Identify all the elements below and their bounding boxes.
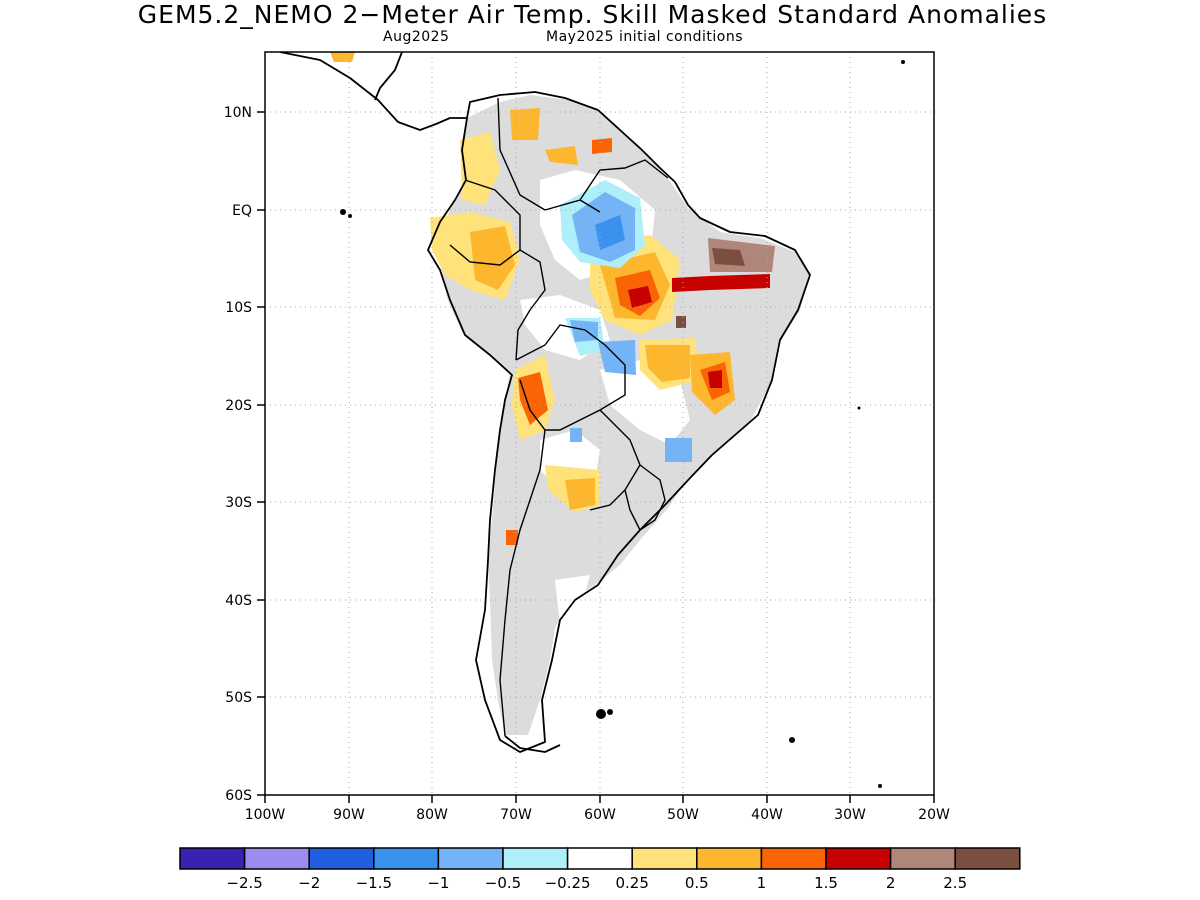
color-swatch bbox=[308, 847, 375, 870]
lon-label: 60W bbox=[584, 807, 616, 823]
map-content bbox=[330, 52, 810, 735]
warm-anomaly-0.5 bbox=[470, 226, 515, 290]
map-title: GEM5.2_NEMO 2−Meter Air Temp. Skill Mask… bbox=[137, 0, 1048, 29]
legend-label: −2 bbox=[298, 874, 320, 892]
country-borders bbox=[449, 97, 669, 737]
lon-label: 80W bbox=[416, 807, 448, 823]
lon-label: 70W bbox=[500, 807, 532, 823]
color-swatch bbox=[954, 847, 1021, 870]
lon-label: 90W bbox=[333, 807, 365, 823]
warm-anomaly-1 bbox=[518, 372, 548, 425]
lon-label: 40W bbox=[751, 807, 783, 823]
latitude-axis bbox=[257, 111, 265, 796]
legend-label: 2 bbox=[886, 874, 896, 892]
lat-label: 40S bbox=[225, 593, 252, 609]
warm-anomaly-0.5 bbox=[565, 478, 595, 510]
warm-anomaly-1 bbox=[506, 530, 518, 545]
lat-label: 30S bbox=[225, 495, 252, 511]
legend-label: 0.25 bbox=[615, 874, 648, 892]
color-swatch bbox=[889, 847, 956, 870]
color-swatch bbox=[502, 847, 569, 870]
legend-label: −0.5 bbox=[485, 874, 521, 892]
color-swatch bbox=[825, 847, 892, 870]
warm-anomaly-0.25 bbox=[460, 132, 500, 205]
lat-label: 10N bbox=[224, 105, 252, 121]
warm-anomaly-0.5 bbox=[510, 108, 540, 140]
color-swatch bbox=[566, 847, 633, 870]
color-swatch bbox=[179, 847, 246, 870]
lat-label: EQ bbox=[232, 203, 252, 219]
legend-label: −2.5 bbox=[226, 874, 262, 892]
warm-anomaly-2.5 bbox=[712, 248, 745, 266]
legend-label: −1 bbox=[427, 874, 449, 892]
color-swatch bbox=[437, 847, 504, 870]
legend-label: 0.5 bbox=[685, 874, 709, 892]
lat-label: 50S bbox=[225, 690, 252, 706]
legend-label: 1.5 bbox=[814, 874, 838, 892]
lon-label: 20W bbox=[918, 807, 950, 823]
warm-anomaly-2.5 bbox=[676, 316, 686, 328]
color-swatch bbox=[243, 847, 310, 870]
color-swatch bbox=[631, 847, 698, 870]
neutral-area bbox=[555, 575, 590, 625]
color-swatch bbox=[696, 847, 763, 870]
lat-label: 20S bbox=[225, 398, 252, 414]
legend-label: −0.25 bbox=[545, 874, 591, 892]
color-swatch bbox=[373, 847, 440, 870]
longitude-labels: 100W 90W 80W 70W 60W 50W 40W 30W 20W bbox=[245, 807, 950, 823]
legend-label: −1.5 bbox=[356, 874, 392, 892]
lon-label: 50W bbox=[667, 807, 699, 823]
lat-label: 60S bbox=[225, 788, 252, 804]
color-swatch bbox=[760, 847, 827, 870]
legend-label: 1 bbox=[757, 874, 767, 892]
coastlines bbox=[279, 52, 811, 753]
warm-anomaly-1.5 bbox=[708, 370, 722, 388]
cool-anomaly-0.5 bbox=[665, 438, 692, 462]
latitude-labels: 10N EQ 10S 20S 30S 40S 50S 60S bbox=[224, 105, 252, 804]
longitude-axis bbox=[264, 795, 935, 803]
warm-anomaly-1 bbox=[592, 138, 612, 154]
warm-anomaly-0.5 bbox=[545, 146, 578, 165]
lat-label: 10S bbox=[225, 300, 252, 316]
islands bbox=[340, 60, 905, 788]
warm-anomaly-1.5 bbox=[672, 274, 770, 292]
warm-anomaly-0.5 bbox=[330, 52, 355, 62]
valid-month: Aug2025 bbox=[383, 29, 450, 45]
legend-label: 2.5 bbox=[943, 874, 967, 892]
initial-conditions: May2025 initial conditions bbox=[546, 29, 743, 45]
color-legend: −2.5 −2 −1.5 −1 −0.5 −0.25 0.25 0.5 1 1.5 2 2.5 bbox=[179, 847, 1021, 892]
cool-anomaly-0.5 bbox=[570, 428, 582, 442]
cool-anomaly-0.5 bbox=[570, 320, 598, 342]
lon-label: 30W bbox=[834, 807, 866, 823]
lon-label: 100W bbox=[245, 807, 286, 823]
cool-anomaly-1 bbox=[595, 215, 625, 250]
warm-anomaly-0.5 bbox=[645, 345, 690, 382]
warm-anomaly-1.5 bbox=[628, 286, 652, 308]
